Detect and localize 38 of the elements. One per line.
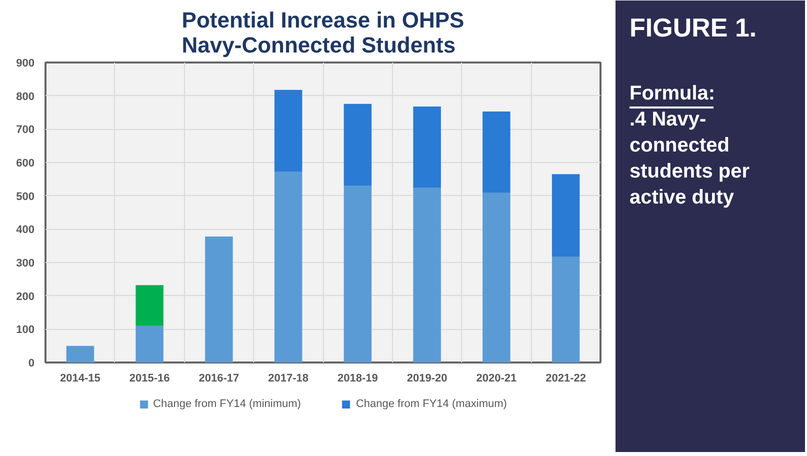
chart-title: Potential Increase in OHPS Navy-Connected Students [182,8,464,58]
x-tick-label: 2017-18 [268,372,309,384]
bar [413,106,441,188]
y-tick-label: 600 [16,158,35,170]
bar [136,285,164,326]
x-tick-label: 2019-20 [406,372,448,384]
caption: FIGURE 1. [630,12,757,42]
bar [413,188,441,362]
bar [136,326,164,362]
bar [482,112,510,193]
bar [344,104,372,186]
x-tick-label: 2015-16 [129,372,170,384]
y-tick-label: 800 [16,90,35,103]
text: .4 Navy-connected students per active duty [630,108,750,208]
x-tick-label: 2020-21 [476,372,517,384]
text: Formula: [630,82,716,104]
y-tick-label: 100 [16,324,35,336]
bar [482,192,510,362]
legend-label: Change from FY14 (maximum) [356,398,507,410]
x-tick-label: 2018-19 [338,372,378,384]
bar [274,172,302,362]
legend-label: Change from FY14 (minimum) [153,398,301,410]
y-tick-label: 700 [16,124,35,136]
y-tick-label: 0 [28,358,35,370]
x-tick-label: 2021-22 [546,372,586,384]
y-tick-label: 300 [16,258,35,270]
y-tick-label: 200 [16,290,35,303]
x-tick-label: 2016-17 [198,372,240,384]
y-tick-label: 400 [16,224,35,236]
bar [205,236,233,362]
bar [552,174,580,257]
bar [66,346,94,362]
bar [344,186,372,362]
x-tick-label: 2014-15 [60,372,100,384]
y-tick-label: 500 [16,190,35,203]
bar [274,90,302,172]
y-tick-label: 900 [16,58,35,70]
bar [552,256,580,362]
